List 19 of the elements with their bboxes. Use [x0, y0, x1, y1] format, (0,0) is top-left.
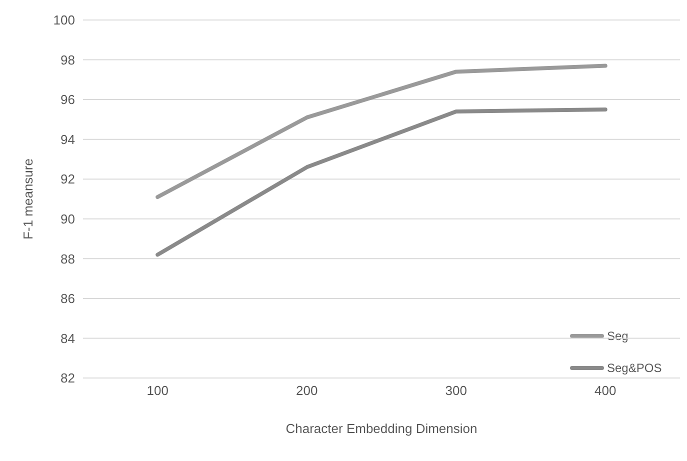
y-tick-label: 100 [53, 12, 75, 28]
x-tick-label: 100 [146, 383, 168, 398]
x-tick-label: 300 [445, 383, 467, 398]
line-series [156, 108, 608, 257]
x-axis-title: Character Embedding Dimension [286, 421, 478, 436]
x-tick-label: 400 [594, 383, 616, 398]
y-tick-label: 82 [60, 370, 75, 386]
x-tick-label: 200 [296, 383, 318, 398]
y-tick-label: 84 [60, 330, 75, 346]
legend-label: Seg&POS [607, 361, 662, 375]
line-series [156, 64, 608, 200]
y-tick-label: 98 [60, 52, 75, 68]
y-tick-label: 86 [60, 291, 75, 306]
y-tick-label: 88 [60, 251, 75, 266]
y-tick-label: 94 [60, 132, 75, 147]
y-tick-label: 92 [60, 172, 75, 187]
y-axis-title: F-1 meansure [20, 158, 36, 240]
y-tick-label: 90 [60, 212, 75, 227]
y-tick-label: 96 [60, 92, 75, 108]
